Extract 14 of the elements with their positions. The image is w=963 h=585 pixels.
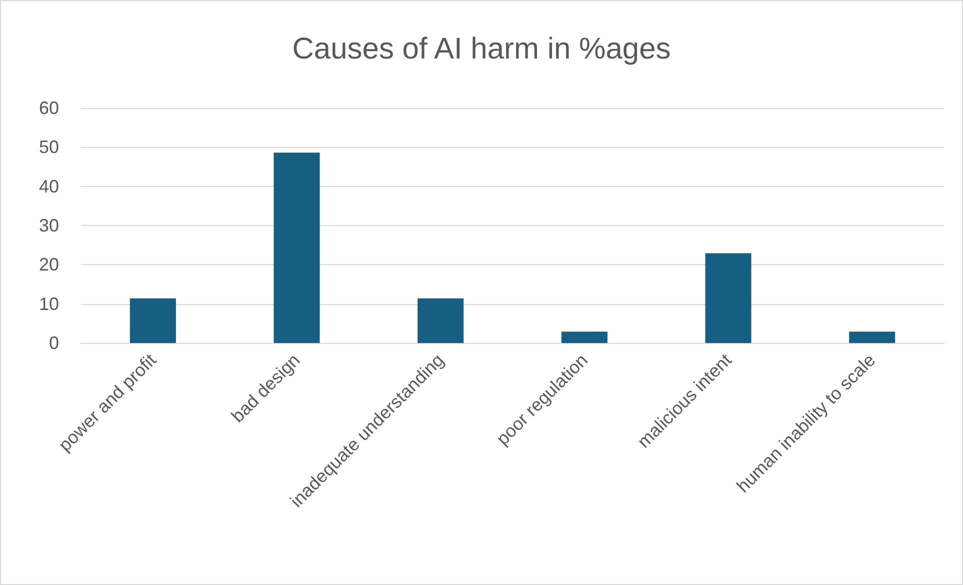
bar [274, 152, 320, 343]
bar [849, 332, 896, 343]
chart-title: Causes of AI harm in %ages [292, 32, 671, 66]
y-tick-label: 50 [38, 137, 59, 158]
y-tick-label: 10 [38, 294, 59, 314]
bar [418, 298, 464, 343]
bar [130, 298, 176, 343]
y-tick-label: 20 [38, 254, 59, 275]
bar [561, 332, 608, 343]
bar [705, 253, 752, 343]
y-tick-label: 60 [38, 98, 59, 118]
y-tick-label: 0 [48, 333, 59, 353]
y-tick-label: 40 [38, 176, 59, 196]
y-tick-label: 30 [38, 216, 59, 236]
